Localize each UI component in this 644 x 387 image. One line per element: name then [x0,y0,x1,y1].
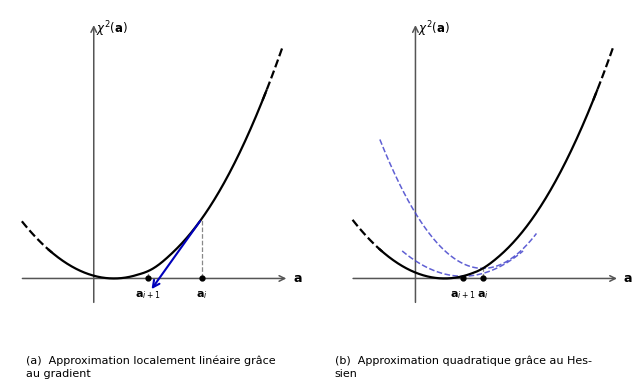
Text: (b)  Approximation quadratique grâce au Hes-
sien: (b) Approximation quadratique grâce au H… [335,356,592,379]
Text: $\mathbf{a}_{i}$: $\mathbf{a}_{i}$ [196,289,207,301]
Text: $\mathbf{a}_{i+1}$: $\mathbf{a}_{i+1}$ [450,289,475,301]
Text: $\chi^2(\mathbf{a})$: $\chi^2(\mathbf{a})$ [418,20,450,39]
Text: $\mathbf{a}$: $\mathbf{a}$ [623,272,633,285]
Text: $\chi^2(\mathbf{a})$: $\chi^2(\mathbf{a})$ [96,20,128,39]
Text: $\mathbf{a}_{i}$: $\mathbf{a}_{i}$ [477,289,489,301]
Text: $\mathbf{a}_{i+1}$: $\mathbf{a}_{i+1}$ [135,289,160,301]
Text: $\mathbf{a}$: $\mathbf{a}$ [293,272,302,285]
Text: (a)  Approximation localement linéaire grâce
au gradient: (a) Approximation localement linéaire gr… [26,356,276,379]
